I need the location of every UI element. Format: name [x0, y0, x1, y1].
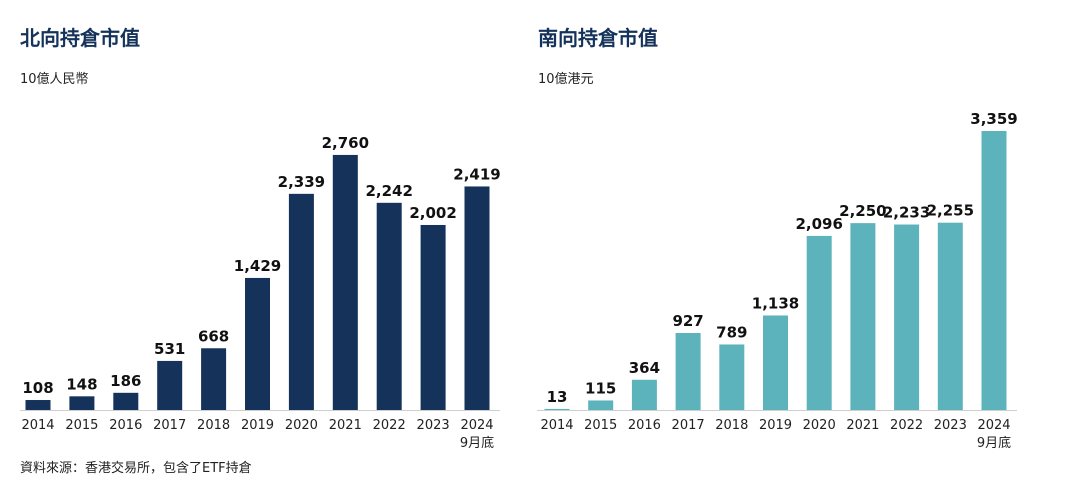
tick-label-2022: 2022: [373, 418, 406, 433]
tick-label-2015: 2015: [584, 418, 617, 433]
bar-2016: [631, 379, 657, 410]
bar-2017: [157, 360, 183, 410]
southbound-title: 南向持倉市值: [538, 26, 658, 50]
data-label-2014: 108: [22, 379, 53, 397]
tick-label-2022: 2022: [890, 418, 923, 433]
data-label-2016: 186: [110, 372, 141, 390]
data-label-2018: 789: [716, 323, 747, 341]
data-label-2018: 668: [198, 327, 229, 345]
data-label-2021: 2,760: [322, 134, 369, 152]
southbound-panel: 南向持倉市值 10億港元 13 2014 115 2015 364 2016 927 2017…: [520, 0, 1080, 460]
tick-label-2015: 2015: [65, 418, 98, 433]
bar-2019: [245, 277, 270, 410]
tick-label-2019: 2019: [241, 418, 274, 433]
data-label-2014: 13: [547, 388, 568, 406]
tick-label-2019: 2019: [759, 418, 792, 433]
northbound-chart: 108 2014 148 2015 186 2016 531 2017 668 2018 1,429…: [20, 134, 501, 451]
data-label-2016: 364: [629, 359, 660, 377]
southbound-unit: 10億港元: [538, 72, 594, 87]
bar-2023: [420, 224, 446, 410]
northbound-panel: 北向持倉市值 10億人民幣 108 2014 148 2015 186 2016 531 20…: [0, 0, 520, 460]
data-label-2022: 2,242: [365, 182, 412, 200]
tick-label-2020: 2020: [285, 418, 318, 433]
data-label-2024: 3,359: [970, 110, 1017, 128]
data-label-2021: 2,250: [839, 202, 886, 220]
data-label-2017: 531: [154, 340, 185, 358]
data-label-2020: 2,339: [278, 173, 325, 191]
tick-label-2021: 2021: [846, 418, 879, 433]
bar-2015: [588, 400, 614, 410]
bar-2022: [894, 224, 920, 410]
tick-label-2018: 2018: [715, 418, 748, 433]
tick-sublabel-2024: 9月底: [460, 435, 494, 451]
bar-2014: [25, 400, 51, 410]
bar-2015: [69, 396, 95, 410]
tick-label-2023: 2023: [934, 418, 967, 433]
tick-label-2016: 2016: [628, 418, 661, 433]
tick-label-2017: 2017: [153, 418, 186, 433]
tick-label-2018: 2018: [197, 418, 230, 433]
northbound-unit: 10億人民幣: [20, 72, 89, 87]
bar-2018: [201, 348, 227, 410]
tick-label-2016: 2016: [109, 418, 142, 433]
bar-2020: [288, 193, 314, 410]
southbound-chart: 13 2014 115 2015 364 2016 927 2017 789 2018 1,138 2…: [537, 110, 1018, 451]
data-label-2017: 927: [672, 312, 703, 330]
bar-2024: [981, 131, 1007, 410]
tick-label-2024: 2024: [460, 418, 493, 433]
data-label-2015: 148: [66, 375, 97, 393]
northbound-title: 北向持倉市值: [20, 26, 140, 50]
data-label-2024: 2,419: [453, 165, 500, 183]
tick-label-2024: 2024: [977, 418, 1010, 433]
data-label-2022: 2,233: [883, 204, 930, 222]
tick-sublabel-2024: 9月底: [977, 435, 1011, 451]
bar-2024: [464, 186, 490, 410]
tick-label-2023: 2023: [417, 418, 450, 433]
bar-2016: [113, 392, 139, 410]
tick-label-2014: 2014: [21, 418, 54, 433]
bar-2023: [937, 222, 963, 410]
data-label-2023: 2,255: [927, 202, 974, 220]
tick-label-2017: 2017: [672, 418, 705, 433]
bar-2021: [332, 154, 358, 410]
bar-2017: [675, 333, 701, 410]
data-label-2015: 115: [585, 379, 616, 397]
bar-2019: [763, 315, 788, 410]
tick-label-2021: 2021: [329, 418, 362, 433]
bar-2022: [376, 202, 402, 410]
bar-2014: [544, 408, 570, 410]
bar-2018: [719, 344, 745, 410]
tick-label-2014: 2014: [540, 418, 573, 433]
data-label-2023: 2,002: [409, 204, 456, 222]
source-note: 資料來源：香港交易所，包含了ETF持倉: [20, 461, 252, 476]
data-label-2019: 1,138: [752, 294, 799, 312]
data-label-2020: 2,096: [795, 215, 842, 233]
bar-2020: [806, 235, 832, 410]
bar-2021: [850, 223, 876, 410]
tick-label-2020: 2020: [803, 418, 836, 433]
data-label-2019: 1,429: [234, 257, 281, 275]
